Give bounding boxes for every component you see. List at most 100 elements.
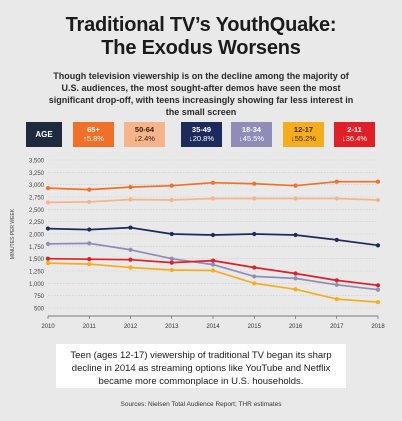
y-tick-label: 3,250 bbox=[29, 171, 45, 177]
legend-item-2-11: 2-11 ↓36.4% bbox=[334, 122, 375, 147]
series-point bbox=[87, 199, 92, 205]
series-point bbox=[87, 261, 92, 267]
legend-name: 18-34 bbox=[241, 125, 262, 134]
page-subtitle: Though television viewership is on the d… bbox=[48, 71, 354, 117]
legend-change: ↓55.2% bbox=[290, 134, 317, 143]
y-tick-label: 2,250 bbox=[29, 220, 45, 226]
legend-name: 12-17 bbox=[293, 125, 314, 134]
legend-change: ↓45.5% bbox=[238, 134, 265, 143]
legend-change: ↑5.8% bbox=[83, 134, 104, 143]
series-point bbox=[375, 299, 381, 305]
x-tick-label: 2012 bbox=[124, 324, 138, 330]
x-tick-label: 2018 bbox=[371, 324, 385, 330]
legend-name: 2-11 bbox=[347, 125, 362, 134]
series-point bbox=[293, 196, 298, 201]
series-point bbox=[375, 283, 381, 288]
source-credit: Sources: Nielsen Total Audience Report; … bbox=[120, 401, 282, 408]
series-point bbox=[334, 196, 339, 201]
x-tick-label: 2014 bbox=[206, 324, 220, 330]
legend-change: ↓36.4% bbox=[341, 134, 368, 143]
series-point bbox=[293, 271, 298, 276]
page-title: Traditional TV’s YouthQuake: The Exodus … bbox=[0, 14, 402, 60]
y-tick-label: 2,500 bbox=[29, 208, 45, 214]
y-tick-label: 1,750 bbox=[29, 245, 45, 251]
series-point bbox=[45, 256, 51, 261]
series-point bbox=[334, 278, 339, 283]
series-point bbox=[210, 258, 216, 263]
legend-item-18-34: 18-34 ↓45.5% bbox=[231, 122, 272, 147]
y-tick-label: 750 bbox=[34, 294, 45, 300]
title-line-2: The Exodus Worsens bbox=[101, 37, 301, 59]
y-tick-label: 2,000 bbox=[29, 233, 45, 239]
series-point bbox=[128, 185, 133, 190]
series-point bbox=[210, 196, 216, 201]
series-point bbox=[128, 257, 133, 262]
series-point bbox=[87, 241, 92, 246]
series-point bbox=[87, 187, 92, 192]
series-point bbox=[334, 237, 339, 243]
series-point bbox=[293, 183, 298, 188]
series-point bbox=[169, 197, 174, 203]
series-point bbox=[210, 262, 216, 267]
legend-item-65plus: 65+ ↑5.8% bbox=[73, 122, 114, 147]
y-tick-label: 1,250 bbox=[29, 270, 45, 276]
series-point bbox=[334, 282, 339, 287]
legend-change: ↓2.4% bbox=[134, 134, 155, 143]
series-point bbox=[293, 232, 298, 238]
y-tick-label: 2,750 bbox=[29, 196, 45, 202]
series-point bbox=[45, 186, 51, 191]
x-tick-label: 2013 bbox=[165, 324, 179, 330]
series-point bbox=[293, 276, 298, 281]
legend-age-label: AGE bbox=[26, 122, 62, 147]
series-point bbox=[252, 196, 257, 201]
legend-name: 65+ bbox=[87, 125, 100, 134]
series-point bbox=[210, 268, 216, 273]
series-point bbox=[252, 281, 257, 286]
series-point bbox=[210, 180, 216, 185]
series-point bbox=[45, 226, 51, 231]
series-point bbox=[128, 265, 133, 270]
legend-item-50-64: 50-64 ↓2.4% bbox=[124, 122, 165, 147]
series-point bbox=[293, 287, 298, 292]
series-point bbox=[128, 225, 133, 230]
y-tick-label: 1,500 bbox=[29, 257, 45, 263]
legend-name: 35-49 bbox=[191, 125, 212, 134]
series-point bbox=[375, 179, 381, 184]
title-line-1: Traditional TV’s YouthQuake: bbox=[65, 14, 337, 36]
series-point bbox=[334, 297, 339, 302]
chart-legend: AGE 65+ ↑5.8% 50-64 ↓2.4% 35-49 ↓20.8% 1… bbox=[26, 122, 378, 147]
legend-item-35-49: 35-49 ↓20.8% bbox=[181, 122, 222, 147]
series-point bbox=[128, 247, 133, 252]
series-point bbox=[252, 274, 257, 279]
x-tick-label: 2010 bbox=[41, 324, 55, 330]
legend-item-12-17: 12-17 ↓55.2% bbox=[283, 122, 324, 147]
series-point bbox=[169, 260, 174, 265]
y-tick-label: 1,000 bbox=[29, 282, 45, 288]
annotation-note: Teen (ages 12-17) viewership of traditio… bbox=[56, 344, 346, 388]
legend-change: ↓20.8% bbox=[188, 134, 215, 143]
series-point bbox=[334, 179, 339, 184]
legend-name: 50-64 bbox=[134, 125, 155, 134]
series-point bbox=[375, 197, 381, 203]
x-tick-label: 2016 bbox=[289, 324, 303, 330]
series-point bbox=[252, 265, 257, 270]
series-point bbox=[252, 231, 257, 237]
series-point bbox=[87, 257, 92, 262]
y-tick-label: 3,000 bbox=[29, 183, 45, 189]
series-point bbox=[45, 200, 51, 205]
y-tick-label: 500 bbox=[34, 307, 45, 313]
series-point bbox=[375, 287, 381, 292]
y-axis-label: MINUTES PER WEEK bbox=[10, 208, 16, 259]
series-point bbox=[128, 197, 133, 202]
x-tick-label: 2011 bbox=[83, 324, 97, 330]
y-tick-label: 3,500 bbox=[29, 159, 45, 165]
x-tick-label: 2015 bbox=[248, 324, 262, 330]
series-point bbox=[375, 243, 381, 248]
series-point bbox=[169, 231, 174, 237]
series-point bbox=[252, 181, 257, 186]
series-point bbox=[169, 183, 174, 188]
series-point bbox=[169, 267, 174, 273]
series-point bbox=[45, 261, 51, 266]
